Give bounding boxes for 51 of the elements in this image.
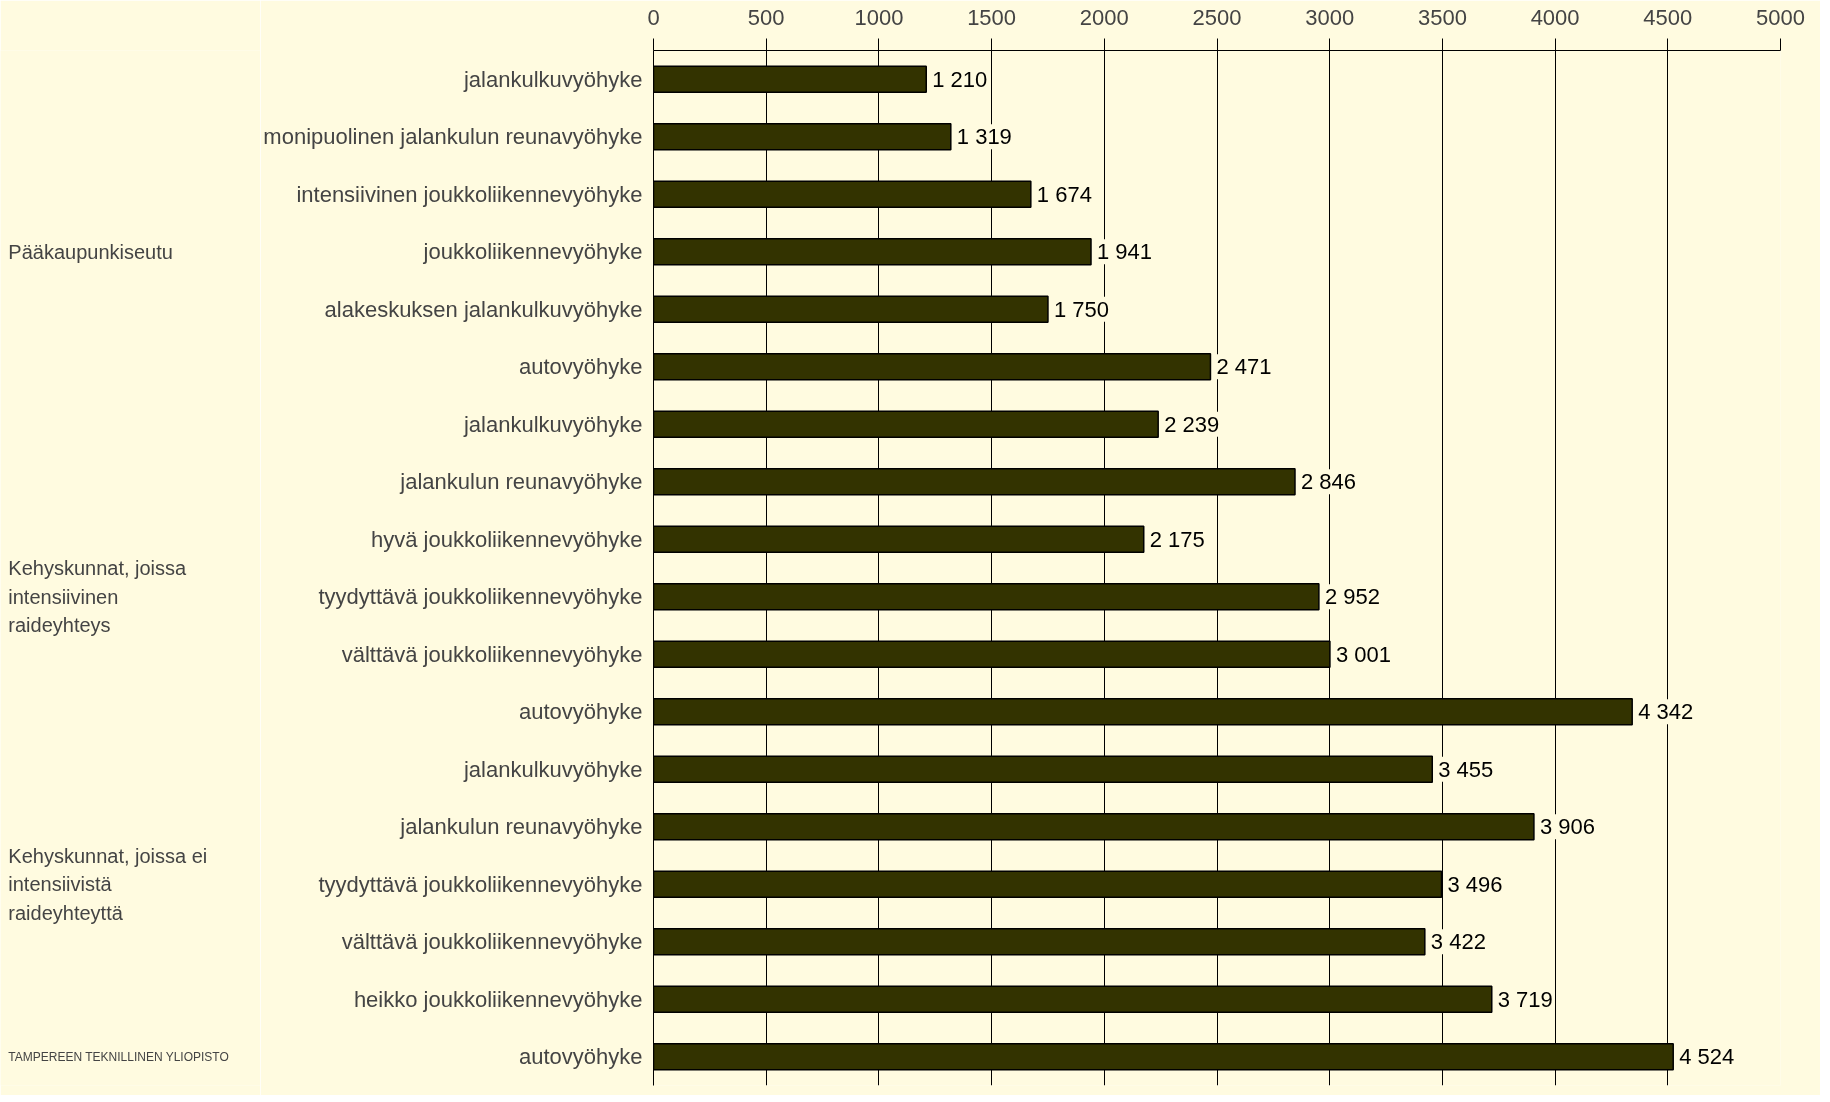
x-tick-label: 2500 [1192, 4, 1242, 30]
y-tick-label: intensiivinen joukkoliikennevyöhyke [296, 181, 643, 207]
y-tick-label: heikko joukkoliikennevyöhyke [353, 986, 643, 1012]
y-tick-label: jalankulun reunavyöhyke [399, 469, 643, 495]
data-label: 1 941 [1097, 239, 1153, 265]
data-label: 1 674 [1036, 181, 1092, 207]
y-tick-label: jalankulkuvyöhyke [462, 756, 643, 782]
data-label: 3 719 [1497, 986, 1553, 1012]
data-label: 3 496 [1447, 871, 1503, 897]
data-label: 2 952 [1324, 584, 1380, 610]
data-label: 3 455 [1438, 756, 1494, 782]
x-tick-label: 5000 [1756, 4, 1805, 30]
x-tick-label: 4000 [1530, 4, 1580, 30]
x-tick-label: 1500 [967, 4, 1017, 30]
x-tick-label: 1000 [854, 4, 904, 30]
data-label: 2 175 [1149, 526, 1205, 552]
text: Pääkaupunkiseutu [8, 240, 173, 263]
data-label: 1 210 [932, 66, 988, 92]
x-tick-label: 4500 [1643, 4, 1693, 30]
y-tick-label: tyydyttävä joukkoliikennevyöhyke [318, 871, 643, 897]
data-label: 3 001 [1335, 641, 1391, 667]
text: Kehyskunnat, joissa intensiivinen raideyhteys [8, 557, 188, 637]
y-tick-label: hyvä joukkoliikennevyöhyke [371, 526, 643, 552]
text: Kehyskunnat, joissa ei intensiivistä raideyhteyttä [8, 844, 208, 924]
y-tick-label: autovyöhyke [518, 1044, 643, 1070]
x-tick-label: 2000 [1079, 4, 1129, 30]
y-tick-label: joukkoliikennevyöhyke [422, 239, 643, 265]
y-tick-label: jalankulun reunavyöhyke [399, 814, 643, 840]
y-tick-label: alakeskuksen jalankulkuvyöhyke [324, 296, 643, 322]
y-tick-label: välttävä joukkoliikennevyöhyke [341, 929, 643, 955]
x-tick-label: 3000 [1305, 4, 1355, 30]
x-tick-label: 500 [747, 4, 785, 30]
text: TAMPEREEN TEKNILLINEN YLIOPISTO [8, 1049, 229, 1064]
y-tick-label: monipuolinen jalankulun reunavyöhyke [263, 124, 643, 150]
y-tick-label: välttävä joukkoliikennevyöhyke [341, 641, 643, 667]
data-label: 1 319 [956, 124, 1012, 150]
data-label: 4 524 [1679, 1044, 1735, 1070]
data-label: 2 846 [1300, 469, 1357, 495]
data-label: 3 422 [1430, 929, 1486, 955]
data-label: 4 342 [1638, 699, 1694, 725]
data-label: 2 471 [1216, 354, 1272, 380]
y-tick-label: autovyöhyke [518, 354, 643, 380]
y-tick-label: autovyöhyke [518, 699, 643, 725]
x-tick-label: 3500 [1417, 4, 1467, 30]
y-tick-label: tyydyttävä joukkoliikennevyöhyke [318, 584, 643, 610]
data-label: 3 906 [1539, 814, 1595, 840]
data-label: 1 750 [1053, 296, 1110, 322]
data-label: 2 239 [1164, 411, 1220, 437]
y-tick-label: jalankulkuvyöhyke [462, 66, 643, 92]
y-tick-label: jalankulkuvyöhyke [462, 411, 643, 437]
x-tick-label: 0 [647, 4, 660, 30]
